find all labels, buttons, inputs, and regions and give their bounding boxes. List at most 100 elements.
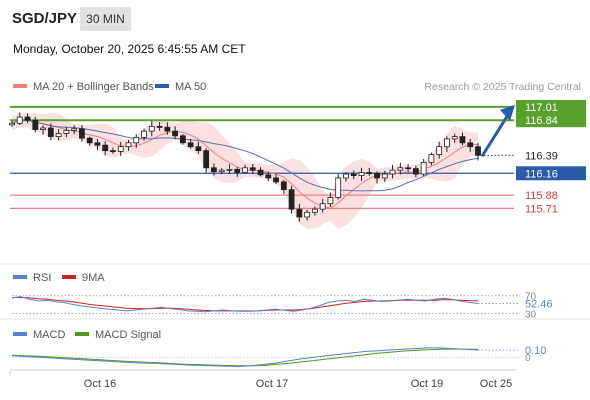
candle-body [195,146,202,152]
candle-body [242,167,248,173]
last-price-label-box [516,148,586,163]
candle-body [311,208,318,213]
candle-body [179,135,186,144]
legend-ma20-label: MA 20 + Bollinger Bands [33,81,154,93]
legend-rsi-label: RSI [33,272,51,284]
legend-rsi-ma-label: 9MA [82,272,105,284]
legend-ma50-label: MA 50 [175,81,206,93]
candlesticks [9,112,481,222]
timeframe-badge[interactable]: 30 MIN [80,7,131,31]
legend-ma50-swatch [155,84,169,88]
candle-body [24,116,31,121]
x-tick-label: Oct 25 [480,378,512,390]
resistance-label-2-text: 116.84 [525,115,558,127]
ma50-line [11,119,479,192]
candle-body [86,137,93,144]
rsi-tick-70: 70 [525,292,537,303]
credit-text: Research © 2025 Trading Central [424,81,581,93]
candle-body [420,161,427,175]
candle-body [381,173,388,179]
candle-body [141,130,147,138]
candle-body [102,144,109,152]
candle-body [319,203,326,210]
candle-body [389,169,396,175]
candle-body [117,146,124,152]
legend-rsi-swatch [13,275,27,279]
last-price-label-text: 116.39 [525,150,558,162]
chart-datetime: Monday, October 20, 2025 6:45:55 AM CET [13,42,246,56]
legend-macd-label: MACD [33,329,65,341]
candle-body [428,154,435,163]
candle-body [475,146,481,156]
candle-body [16,116,23,124]
candle-body [110,150,116,153]
legend-rsi-ma-swatch [62,275,76,279]
x-axis-ticks: Oct 16 Oct 17 Oct 19 Oct 25 [84,378,512,390]
candle-body [304,211,311,218]
candle-body [40,127,46,130]
candle-body [273,177,279,183]
candle-body [172,130,179,137]
candle-body [234,168,241,173]
candle-body [397,167,404,171]
candle-body [257,169,264,176]
rsi-last-value: 52.46 [525,299,553,311]
rsi-line [11,296,479,313]
legend-macd-signal-swatch [75,332,89,336]
candle-body [218,169,225,173]
candle-body [343,173,349,179]
candle-body [405,167,412,170]
pivot-label-text: 116.16 [525,168,558,180]
candle-body [226,168,233,171]
x-tick-label: Oct 17 [256,378,288,390]
candle-body [366,172,373,174]
x-tick-label: Oct 19 [411,378,443,390]
candle-body [451,136,458,140]
candle-body [444,138,450,148]
rsi-tick-30: 30 [525,310,537,321]
macd-tick-0: 0 [525,353,531,364]
pivot-label-box [516,166,586,181]
resistance-label-1-box [516,99,586,114]
candle-body [71,128,78,131]
candle-body [374,172,380,179]
macd-line [11,347,479,368]
forecast-arrow [480,104,515,158]
candle-body [280,181,287,191]
candle-body [148,126,155,132]
candle-body [9,122,15,126]
legend-macd-signal-label: MACD Signal [95,329,161,341]
forecast-arrow-shaft [480,114,510,158]
macd-last-value: 0.10 [525,345,546,357]
candle-body [125,142,132,148]
candle-body [350,173,357,177]
candle-body [459,136,466,144]
forecast-arrow-head [500,104,515,121]
candle-body [32,119,39,130]
candle-body [211,167,217,173]
candle-body [265,174,272,179]
x-tick-label: Oct 16 [84,378,116,390]
candle-body [467,142,474,148]
resistance-label-1-text: 117.01 [525,102,558,114]
candle-body [63,129,70,134]
candle-body [203,150,210,169]
macd-panel: 00.10 [11,345,546,368]
candle-body [436,146,443,155]
candle-body [296,208,303,218]
candle-body [249,167,256,171]
candle-body [187,142,194,148]
symbol-title: SGD/JPY [12,10,78,27]
candle-body [156,126,163,128]
candle-body [358,172,365,177]
candle-body [55,133,62,137]
legend-macd-swatch [13,332,27,336]
legend-ma20-swatch [13,84,27,88]
candle-body [412,168,419,175]
candle-body [335,177,342,198]
candle-body [288,189,295,210]
